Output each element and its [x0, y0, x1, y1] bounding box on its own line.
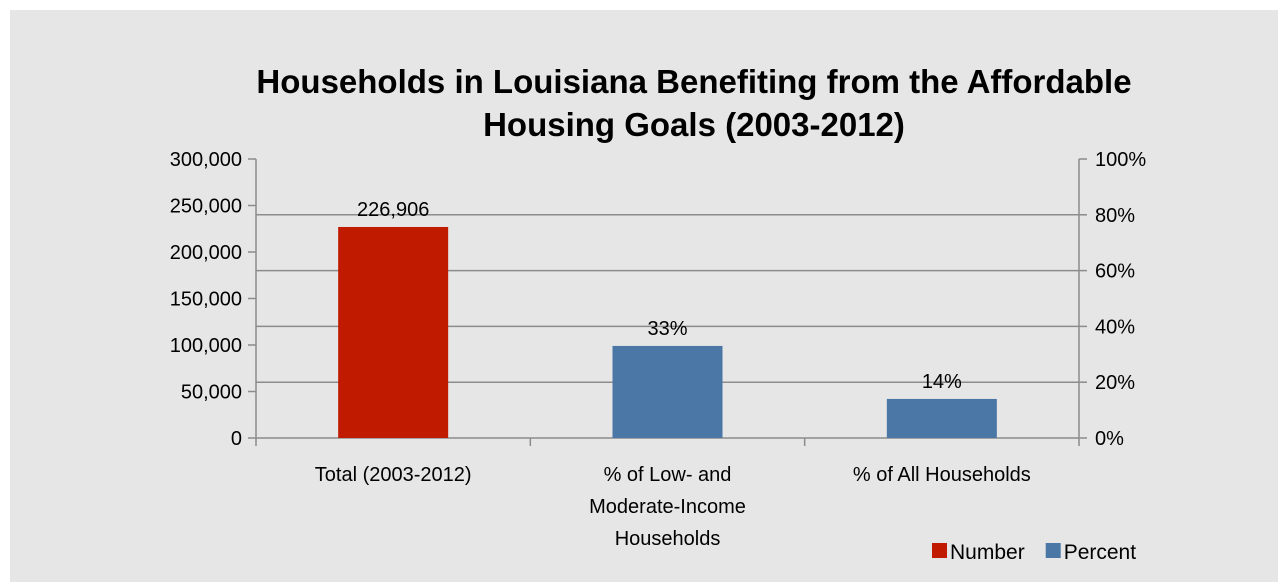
plot-area: 0 50,000 100,000 150,000 200,000 250,000 300,0…	[170, 149, 1147, 564]
chart-title-line-1: Households in Louisiana Benefiting from …	[256, 63, 1131, 100]
y-right-tick-label: 60%	[1095, 261, 1135, 283]
bar-number	[338, 226, 449, 438]
bar-percent	[886, 398, 997, 438]
y-left-tick-label: 200,000	[170, 242, 242, 264]
data-label: 14%	[922, 371, 962, 393]
y-left-tick-label: 300,000	[170, 149, 242, 171]
y-left-tick-label: 0	[231, 428, 242, 450]
chart-title-line-2: Housing Goals (2003-2012)	[483, 106, 905, 143]
y-left-tick-label: 250,000	[170, 196, 242, 218]
data-label: 226,906	[357, 199, 429, 221]
legend-label-percent: Percent	[1064, 541, 1137, 564]
legend-label-number: Number	[950, 541, 1025, 564]
y-right-tick-label: 0%	[1095, 428, 1124, 450]
chart-card	[10, 10, 1278, 582]
data-label: 33%	[647, 318, 687, 340]
y-left-tick-label: 50,000	[181, 382, 242, 404]
y-left-tick-label: 100,000	[170, 335, 242, 357]
bar-percent	[612, 345, 723, 438]
y-right-tick-label: 20%	[1095, 372, 1135, 394]
y-right-tick-label: 100%	[1095, 149, 1146, 171]
x-tick-label: Households	[615, 528, 721, 550]
x-tick-label: Total (2003-2012)	[315, 464, 472, 486]
x-tick-label: Moderate-Income	[589, 496, 746, 518]
y-right-tick-label: 40%	[1095, 316, 1135, 338]
legend-swatch-percent	[1045, 543, 1061, 558]
y-left-tick-label: 150,000	[170, 289, 242, 311]
legend-swatch-number	[932, 543, 947, 558]
y-right-tick-label: 80%	[1095, 205, 1135, 227]
x-tick-label: % of All Households	[853, 464, 1031, 486]
x-tick-label: % of Low- and	[604, 464, 732, 486]
